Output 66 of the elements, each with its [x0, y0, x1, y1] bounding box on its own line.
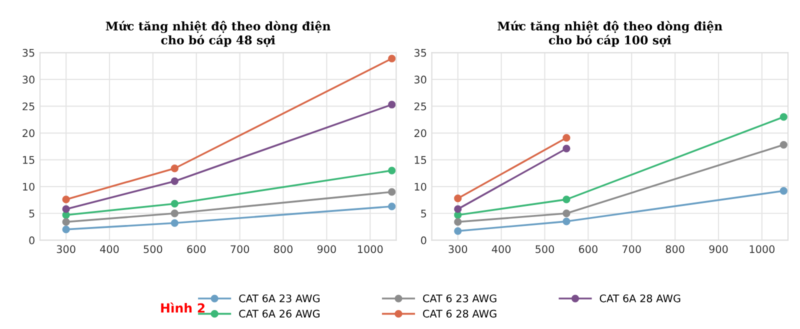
- point: [454, 218, 462, 226]
- legend-label: CAT 6 23 AWG: [423, 294, 496, 302]
- point: [388, 166, 396, 174]
- y-tick-label: 10: [414, 182, 426, 191]
- y-tick-label: 20: [22, 129, 34, 138]
- point: [780, 187, 788, 195]
- point: [170, 219, 178, 227]
- x-tick-label: 800: [274, 245, 292, 254]
- point: [562, 144, 570, 152]
- y-tick-label: 5: [29, 210, 34, 218]
- y-tick-label: 0: [29, 236, 34, 244]
- x-tick-label: 700: [622, 245, 641, 254]
- chart-title: Mức tăng nhiệt độ theo dòng điện cho bó cáp 100 sợi: [498, 20, 722, 47]
- y-tick-label: 25: [414, 102, 426, 110]
- x-tick-label: 400: [492, 245, 511, 254]
- point: [62, 205, 70, 213]
- x-tick-label: 600: [578, 245, 598, 254]
- point: [780, 113, 788, 121]
- x-tick-label: 700: [230, 245, 250, 254]
- legend-label: CAT 6A 26 AWG: [239, 310, 320, 318]
- y-tick-label: 15: [414, 156, 426, 164]
- y-tick-label: 10: [23, 182, 34, 191]
- text: Hình 2: [161, 302, 205, 313]
- x-tick-label: 300: [56, 245, 76, 254]
- point: [562, 134, 570, 142]
- point: [454, 194, 462, 202]
- y-tick-label: 30: [414, 76, 426, 84]
- legend-label: CAT 6 28 AWG: [423, 310, 496, 318]
- point: [562, 210, 570, 218]
- x-tick-label: 800: [666, 245, 684, 254]
- x-tick-label: 600: [187, 245, 206, 254]
- chart-title: Mức tăng nhiệt độ theo dòng điện cho bó cáp 48 sợi: [106, 20, 331, 47]
- y-tick-label: 5: [421, 210, 426, 218]
- point: [388, 54, 396, 62]
- point: [170, 200, 178, 208]
- point: [388, 188, 396, 196]
- y-tick-label: 20: [414, 129, 426, 138]
- point: [780, 140, 788, 149]
- x-tick-label: 300: [448, 245, 468, 254]
- x-tick-label: 1000: [358, 245, 383, 254]
- x-tick-label: 900: [709, 245, 728, 254]
- point: [454, 205, 462, 213]
- x-tick-label: 400: [100, 245, 119, 254]
- legend-label: CAT 6A 23 AWG: [239, 294, 320, 302]
- y-tick-label: 35: [414, 48, 426, 57]
- point: [388, 100, 396, 108]
- point: [62, 196, 70, 204]
- y-tick-label: 35: [22, 48, 34, 57]
- point: [62, 218, 70, 226]
- point: [388, 202, 396, 210]
- point: [562, 218, 570, 226]
- y-tick-label: 0: [421, 236, 426, 244]
- point: [454, 227, 462, 235]
- point: [170, 164, 178, 172]
- point: [170, 177, 178, 186]
- y-tick-label: 30: [22, 76, 34, 84]
- y-tick-label: 25: [22, 102, 34, 110]
- point: [562, 196, 570, 204]
- y-tick-label: 15: [23, 156, 34, 164]
- x-tick-label: 500: [144, 245, 162, 254]
- x-tick-label: 900: [317, 245, 336, 254]
- point: [170, 210, 178, 218]
- point: [62, 226, 70, 234]
- legend-label: CAT 6A 28 AWG: [600, 294, 680, 302]
- x-tick-label: 1000: [750, 245, 774, 254]
- x-tick-label: 500: [536, 245, 554, 254]
